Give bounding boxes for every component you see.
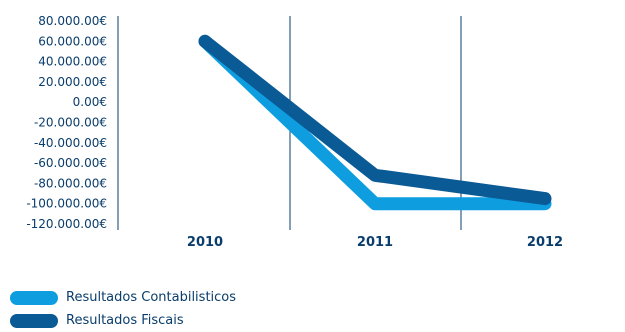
y-tick-label: -40.000.00€ (34, 136, 107, 150)
line-chart: 80.000.00€ 60.000.00€ 40.000.00€ 20.000.00€… (26, 14, 563, 250)
legend-item-contabilisticos: Resultados Contabilisticos (10, 286, 236, 309)
y-axis-tick-labels: 80.000.00€ 60.000.00€ 40.000.00€ 20.000.00€… (26, 14, 107, 231)
chart-series (198, 34, 552, 211)
series-line-1 (198, 34, 552, 206)
series-line-0 (198, 34, 552, 211)
legend-item-fiscais: Resultados Fiscais (10, 309, 236, 332)
y-tick-label: -120.000.00€ (26, 217, 107, 231)
x-tick-label-2012: 2012 (527, 235, 563, 250)
y-tick-label: 20.000.00€ (38, 75, 107, 89)
x-tick-label-2010: 2010 (187, 235, 223, 250)
y-tick-label: 0.00€ (73, 95, 107, 109)
y-tick-label: 60.000.00€ (38, 34, 107, 48)
legend-swatch-fiscais (10, 313, 58, 328)
legend-label-fiscais: Resultados Fiscais (66, 313, 184, 328)
y-tick-label: 40.000.00€ (38, 55, 107, 69)
y-tick-label: -100.000.00€ (26, 197, 107, 211)
x-axis-tick-labels: 2010 2011 2012 (187, 235, 563, 250)
chart-legend: Resultados Contabilisticos Resultados Fi… (10, 286, 236, 332)
y-tick-label: -20.000.00€ (34, 116, 107, 130)
y-tick-label: -80.000.00€ (34, 176, 107, 190)
x-tick-label-2011: 2011 (357, 235, 393, 250)
legend-swatch-contabilisticos (10, 290, 58, 305)
legend-label-contabilisticos: Resultados Contabilisticos (66, 290, 237, 305)
y-tick-label: -60.000.00€ (34, 156, 107, 170)
y-tick-label: 80.000.00€ (38, 14, 107, 28)
